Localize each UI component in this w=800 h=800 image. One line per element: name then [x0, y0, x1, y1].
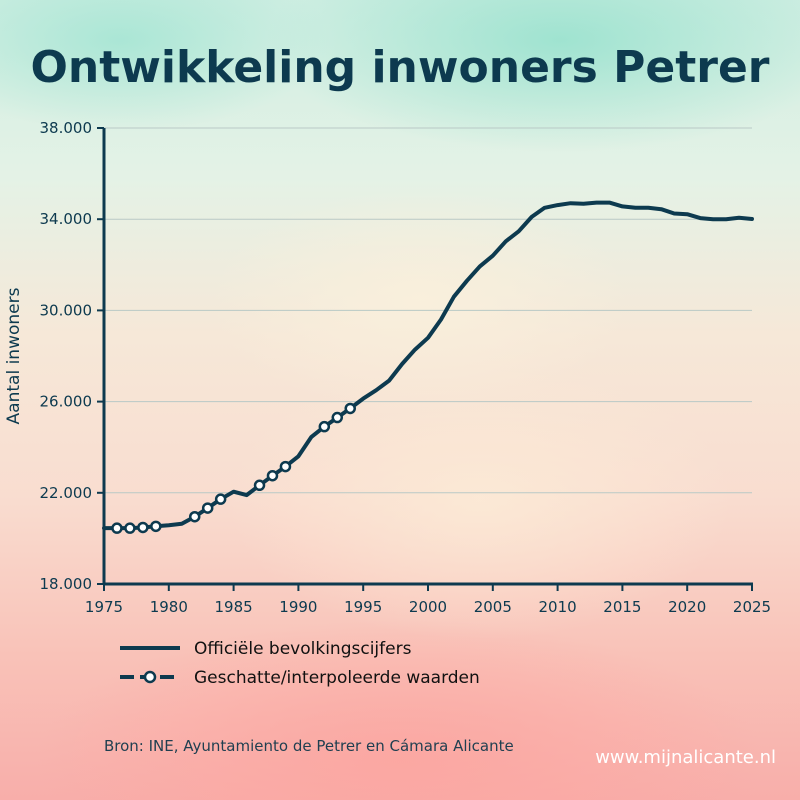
legend-marker-estimated: [143, 670, 157, 684]
estimated-point: [253, 479, 266, 492]
estimated-point: [188, 510, 201, 523]
x-tick-label: 1990: [279, 598, 317, 616]
estimated-point: [111, 522, 123, 534]
estimated-point: [344, 402, 356, 415]
series-line-official: [102, 200, 754, 531]
estimated-point: [331, 411, 344, 424]
estimated-point: [124, 522, 136, 534]
tick-labels: 18.000 22.000 26.000 30.000 34.000 38.000 1975…: [40, 119, 772, 616]
grid-lines: [104, 127, 752, 494]
legend: Officiële bevolkingscijfers Geschatte/in…: [120, 639, 480, 688]
x-tick-label: 2020: [668, 598, 706, 616]
y-tick-label: 22.000: [40, 484, 93, 502]
estimated-point: [279, 460, 292, 473]
y-tick-label: 18.000: [40, 575, 93, 593]
estimated-point: [214, 493, 227, 505]
legend-label-official: Officiële bevolkingscijfers: [194, 639, 412, 659]
estimated-point: [318, 420, 331, 433]
y-tick-label: 34.000: [40, 210, 93, 228]
source-note: Bron: INE, Ayuntamiento de Petrer en Cám…: [104, 737, 514, 755]
x-tick-label: 1985: [215, 598, 253, 616]
chart-title: Ontwikkeling inwoners Petrer: [30, 42, 770, 93]
legend-label-estimated: Geschatte/interpoleerde waarden: [194, 668, 480, 688]
x-tick-label: 1995: [344, 598, 382, 616]
estimated-point: [201, 502, 214, 514]
website-watermark: www.mijnalicante.nl: [595, 747, 776, 768]
estimated-point: [150, 520, 162, 533]
x-tick-label: 2005: [474, 598, 512, 616]
x-tick-label: 2010: [539, 598, 577, 616]
y-tick-label: 26.000: [40, 393, 93, 411]
y-tick-label: 30.000: [40, 301, 93, 319]
x-tick-label: 2025: [733, 598, 771, 616]
x-tick-label: 2015: [603, 598, 641, 616]
x-tick-label: 2000: [409, 598, 447, 616]
estimated-point: [137, 521, 149, 534]
estimated-point: [266, 469, 279, 482]
y-axis-label: Aantal inwoners: [4, 287, 24, 424]
axes: [102, 128, 753, 586]
x-tick-label: 1975: [85, 598, 123, 616]
x-tick-label: 1980: [150, 598, 188, 616]
series: [102, 200, 754, 534]
y-tick-label: 38.000: [40, 119, 93, 137]
